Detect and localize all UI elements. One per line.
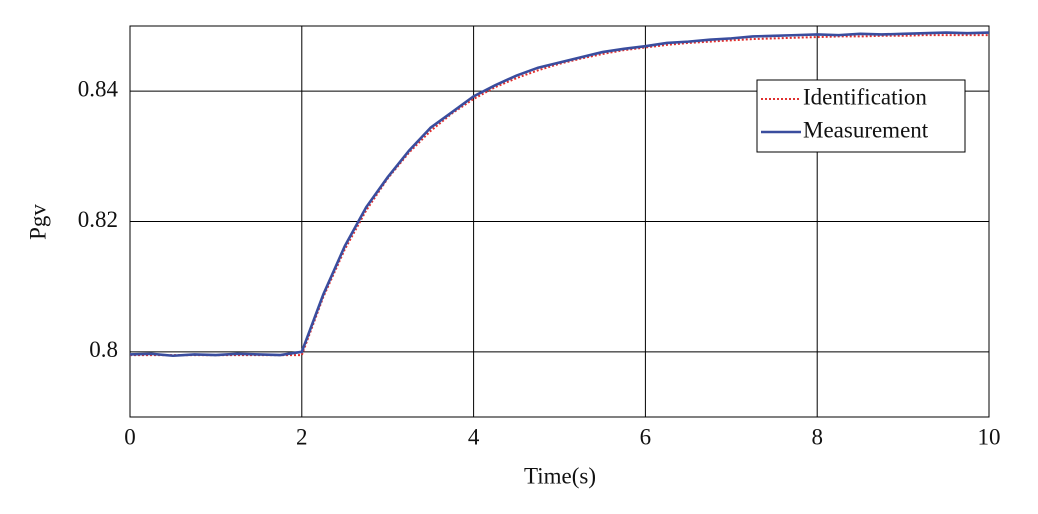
series-line: [130, 34, 989, 357]
legend-label: Measurement: [803, 117, 929, 142]
series-line: [129, 31, 990, 358]
legend-box: [756, 79, 966, 153]
x-tick-label: 2: [296, 424, 308, 449]
x-axis-label: Time(s): [524, 463, 596, 488]
y-axis-label: Pgv: [25, 204, 50, 240]
legend-label: Identification: [803, 84, 927, 109]
x-tick-label: 10: [978, 424, 1001, 449]
y-tick-label: 0.8: [89, 337, 118, 362]
plot-frame: [129, 25, 990, 418]
x-tick-label: 8: [811, 424, 823, 449]
x-tick-label: 6: [640, 424, 652, 449]
x-tick-label: 4: [468, 424, 480, 449]
y-tick-label: 0.82: [78, 207, 118, 232]
y-tick-label: 0.84: [78, 76, 119, 101]
x-tick-label: 0: [124, 424, 136, 449]
